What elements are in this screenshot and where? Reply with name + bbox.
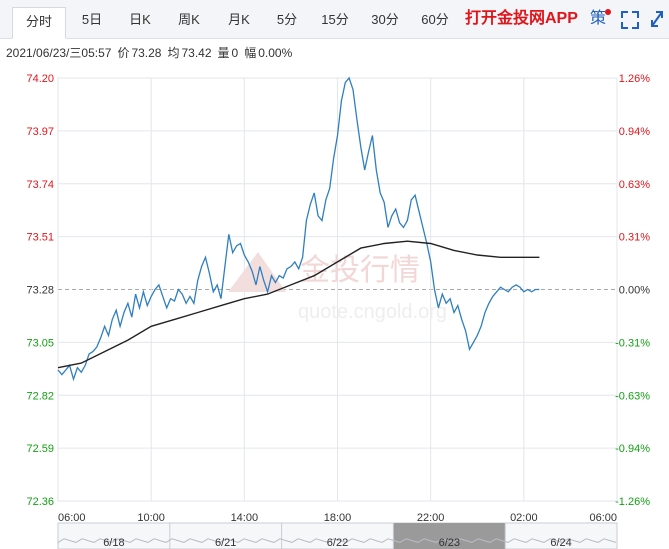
x-tick-label: 18:00 xyxy=(324,512,352,524)
info-datetime: 2021/06/23/三05:57 xyxy=(6,46,112,60)
y-tick-label: 73.05 xyxy=(26,337,54,349)
y-tick-label: 73.97 xyxy=(26,126,54,138)
open-app-link[interactable]: 打开金投网APP xyxy=(465,10,578,27)
tab-intraday[interactable]: 分时 xyxy=(12,7,66,39)
info-avg-label: 均 xyxy=(167,46,180,60)
y-tick-label: 73.74 xyxy=(26,179,54,191)
tab-monthly-k[interactable]: 月K xyxy=(228,12,250,27)
x-axis: 06:00 10:00 14:00 18:00 22:00 02:00 06:00 xyxy=(58,512,617,524)
pct-tick-label: 0.94% xyxy=(619,126,650,138)
pct-tick-label: -0.31% xyxy=(615,337,650,349)
x-tick-label: 02:00 xyxy=(510,512,538,524)
tab-daily-k[interactable]: 日K xyxy=(129,12,151,27)
y-tick-label: 72.82 xyxy=(26,390,54,402)
tab-5day[interactable]: 5日 xyxy=(81,12,103,27)
pct-tick-label: -1.26% xyxy=(615,496,650,508)
x-tick-label: 06:00 xyxy=(589,512,617,524)
info-avg: 73.42 xyxy=(181,46,212,60)
navigator-date-label: 6/18 xyxy=(103,537,124,549)
time-navigator[interactable]: 6/18 6/21 6/22 6/23 6/24 xyxy=(57,522,618,549)
y-tick-label: 72.36 xyxy=(26,496,54,508)
info-vol: 0 xyxy=(231,46,239,60)
pct-tick-label: 0.31% xyxy=(619,232,650,244)
navigator-date-label: 6/23 xyxy=(439,537,460,549)
watermark-url: quote.cngold.org xyxy=(298,301,447,323)
y-axis: 74.20 73.97 73.74 73.51 73.28 73.05 72.82 72.59… xyxy=(26,73,54,508)
tab-15min[interactable]: 15分 xyxy=(321,12,349,27)
info-price: 73.28 xyxy=(131,46,162,60)
watermark: 金投行情 quote.cngold.org xyxy=(228,252,447,323)
y-tick-label: 72.59 xyxy=(26,443,54,455)
quote-info-bar: 2021/06/23/三05:57 价 73.28 均 73.42 量 0 幅 0.00% xyxy=(6,44,298,61)
x-tick-label: 06:00 xyxy=(58,512,86,524)
pct-axis: 1.26% 0.94% 0.63% 0.31% 0.00% -0.31% -0.63% -0.… xyxy=(615,73,650,508)
x-tick-label: 22:00 xyxy=(417,512,445,524)
strategy-button[interactable]: 策 xyxy=(590,10,607,27)
average-line xyxy=(57,240,540,369)
navigator-track xyxy=(57,522,618,549)
notification-dot xyxy=(605,9,611,15)
navigator-date-label: 6/24 xyxy=(550,537,571,549)
x-tick-label: 14:00 xyxy=(231,512,259,524)
info-pct-label: 幅 xyxy=(244,46,257,60)
navigator-selection[interactable] xyxy=(393,523,506,549)
x-tick-label: 10:00 xyxy=(137,512,165,524)
pct-tick-label: -0.63% xyxy=(615,390,650,402)
y-tick-label: 74.20 xyxy=(26,73,54,85)
chart-grid xyxy=(57,77,618,502)
tab-5min[interactable]: 5分 xyxy=(276,12,298,27)
info-price-label: 价 xyxy=(117,46,130,60)
y-tick-label: 73.51 xyxy=(26,232,54,244)
tab-30min[interactable]: 30分 xyxy=(371,12,399,27)
info-vol-label: 量 xyxy=(217,46,230,60)
tab-weekly-k[interactable]: 周K xyxy=(178,12,200,27)
navigator-date-label: 6/21 xyxy=(215,537,236,549)
pct-tick-label: 0.63% xyxy=(619,179,650,191)
pct-tick-label: 0.00% xyxy=(619,285,650,297)
pct-tick-label: -0.94% xyxy=(615,443,650,455)
info-pct: 0.00% xyxy=(258,46,293,60)
watermark-brand: 金投行情 xyxy=(300,254,420,287)
period-tab-bar xyxy=(0,0,669,39)
navigator-trace xyxy=(57,538,617,544)
navigator-date-label: 6/22 xyxy=(327,537,348,549)
pct-tick-label: 1.26% xyxy=(619,73,650,85)
price-line xyxy=(57,76,540,382)
tab-60min[interactable]: 60分 xyxy=(421,12,449,27)
y-tick-label: 73.28 xyxy=(26,285,54,297)
